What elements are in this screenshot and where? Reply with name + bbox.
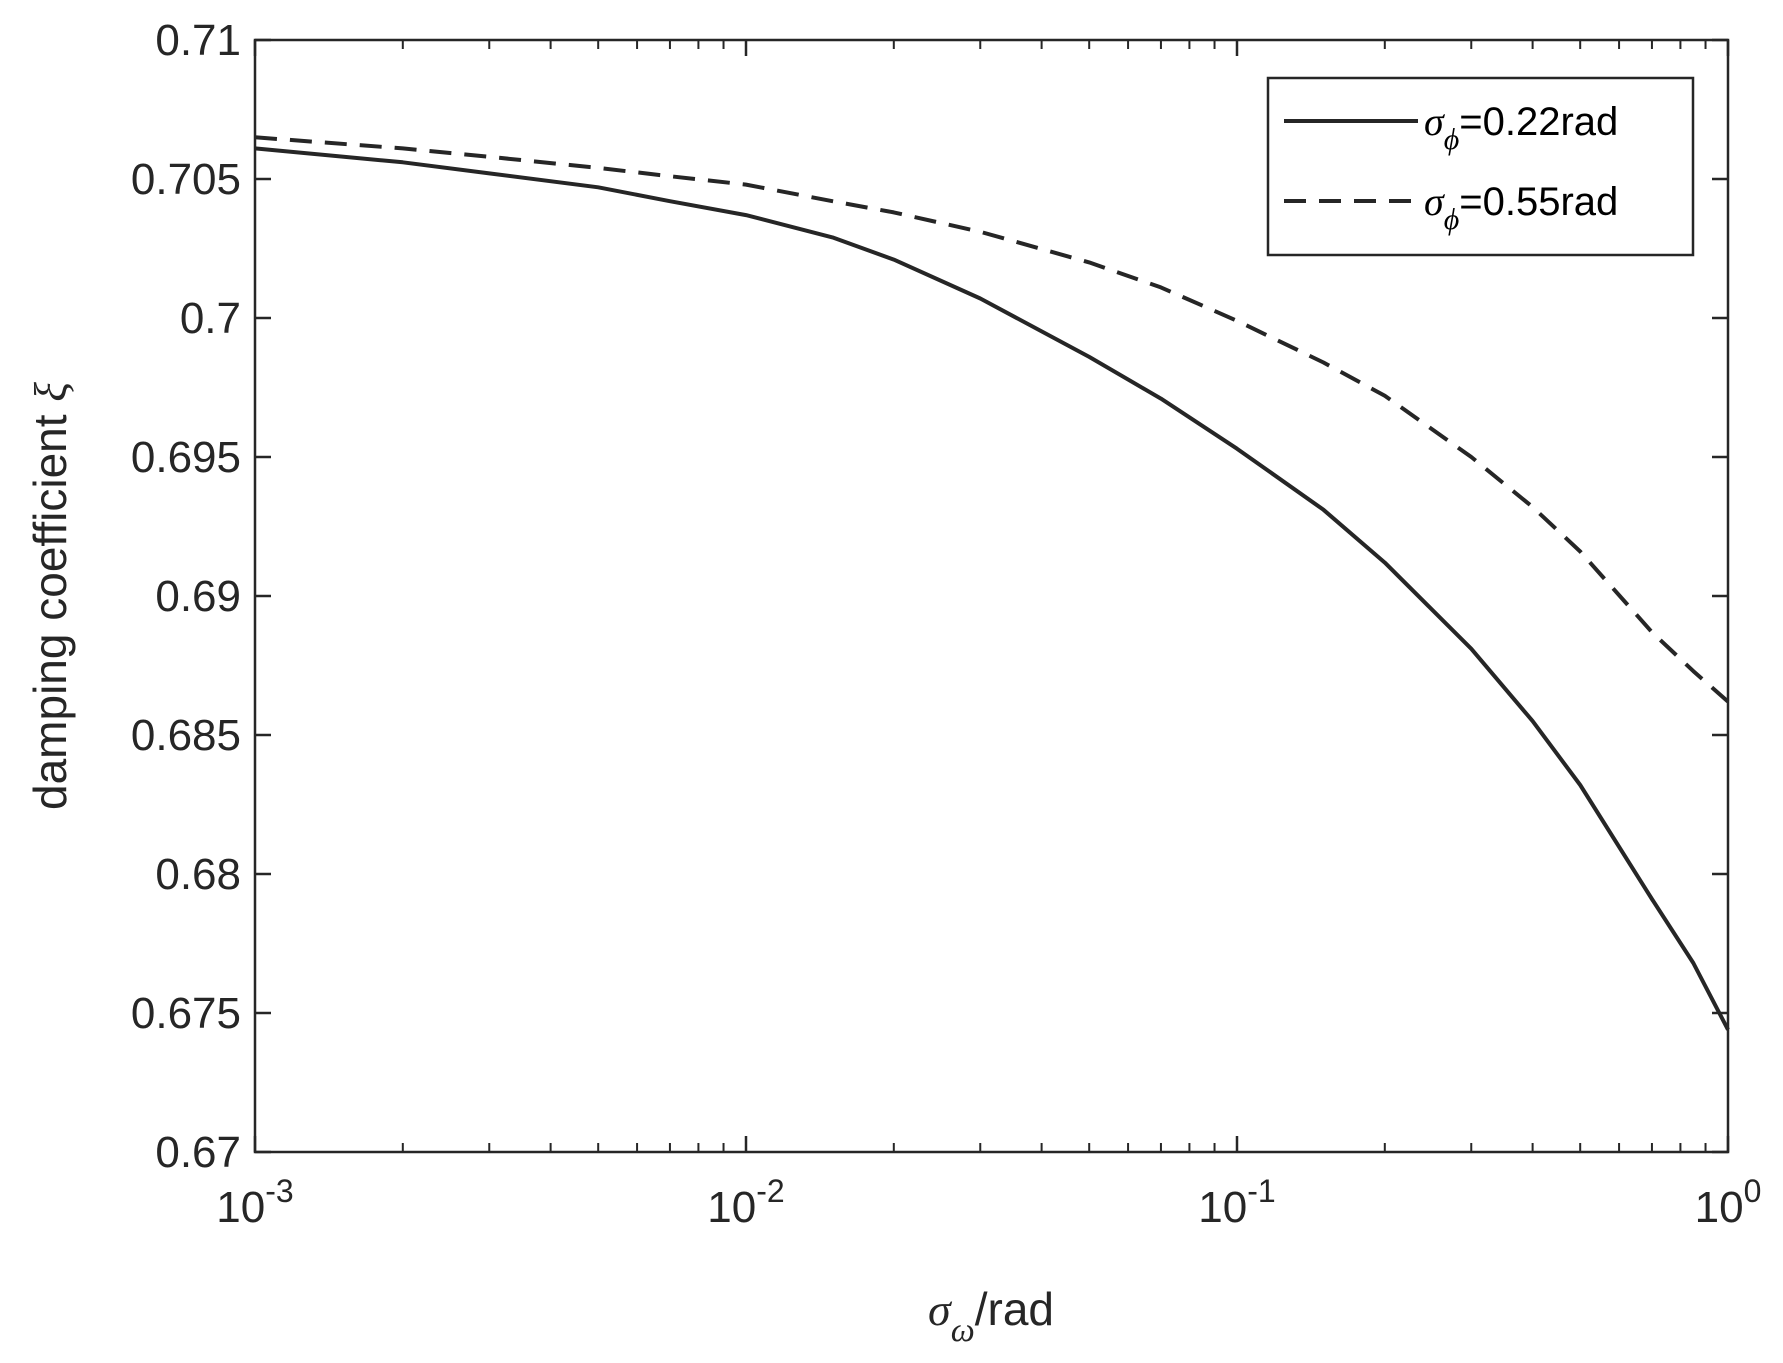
legend-value: =0.22rad: [1459, 100, 1618, 144]
y-axis-label-text: damping coefficient: [24, 402, 76, 810]
x-tick-exponent: -3: [265, 1173, 293, 1209]
x-axis-label-subscript: ω: [951, 1312, 975, 1349]
legend-label-1: σϕ=0.22rad: [1424, 99, 1618, 156]
x-tick-exponent: -1: [1247, 1173, 1275, 1209]
y-tick-label: 0.68: [155, 850, 241, 899]
legend-box: [1266, 76, 1695, 257]
x-tick-base: 10: [707, 1183, 756, 1232]
series-line-2: [254, 135, 1730, 704]
x-tick-label: 100: [1695, 1173, 1762, 1232]
x-tick-base: 10: [1198, 1183, 1247, 1232]
y-tick-labels: 0.67 0.675 0.68 0.685 0.69 0.695 0.7 0.705 0.71: [131, 16, 241, 1177]
x-tick-exponent: 0: [1744, 1173, 1762, 1209]
x-tick-base: 10: [216, 1183, 265, 1232]
y-tick-label: 0.7: [180, 294, 241, 343]
x-tick-exponent: -2: [756, 1173, 784, 1209]
y-tick-label: 0.705: [131, 155, 241, 204]
legend-value: =0.55rad: [1459, 180, 1618, 224]
legend-subscript: ϕ: [1444, 123, 1460, 156]
y-tick-label: 0.69: [155, 572, 241, 621]
y-tick-label: 0.67: [155, 1128, 241, 1177]
series-line-1: [254, 146, 1730, 1031]
y-axis-label-symbol: ξ: [25, 382, 76, 402]
y-tick-label: 0.71: [155, 16, 241, 65]
y-tick-label: 0.695: [131, 433, 241, 482]
legend-subscript: ϕ: [1444, 203, 1460, 236]
x-tick-label: 10-1: [1198, 1173, 1275, 1232]
x-tick-base: 10: [1695, 1183, 1744, 1232]
y-tick-label: 0.685: [131, 711, 241, 760]
y-tick-label: 0.675: [131, 989, 241, 1038]
x-axis-label-unit: /rad: [975, 1283, 1054, 1335]
legend-symbol: σ: [1424, 179, 1445, 224]
x-tick-labels: 10-3 10-2 10-1 100: [216, 1173, 1761, 1232]
x-axis-label: σω/rad: [928, 1283, 1054, 1349]
legend-label-2: σϕ=0.55rad: [1424, 179, 1618, 236]
x-tick-label: 10-2: [707, 1173, 784, 1232]
legend-symbol: σ: [1424, 99, 1445, 144]
x-axis-label-symbol: σ: [928, 1284, 953, 1335]
y-axis-label: damping coefficient ξ: [24, 382, 76, 810]
plot-frame: [253, 38, 1730, 1154]
series-layer: [254, 135, 1730, 1031]
x-tick-label: 10-3: [216, 1173, 293, 1232]
